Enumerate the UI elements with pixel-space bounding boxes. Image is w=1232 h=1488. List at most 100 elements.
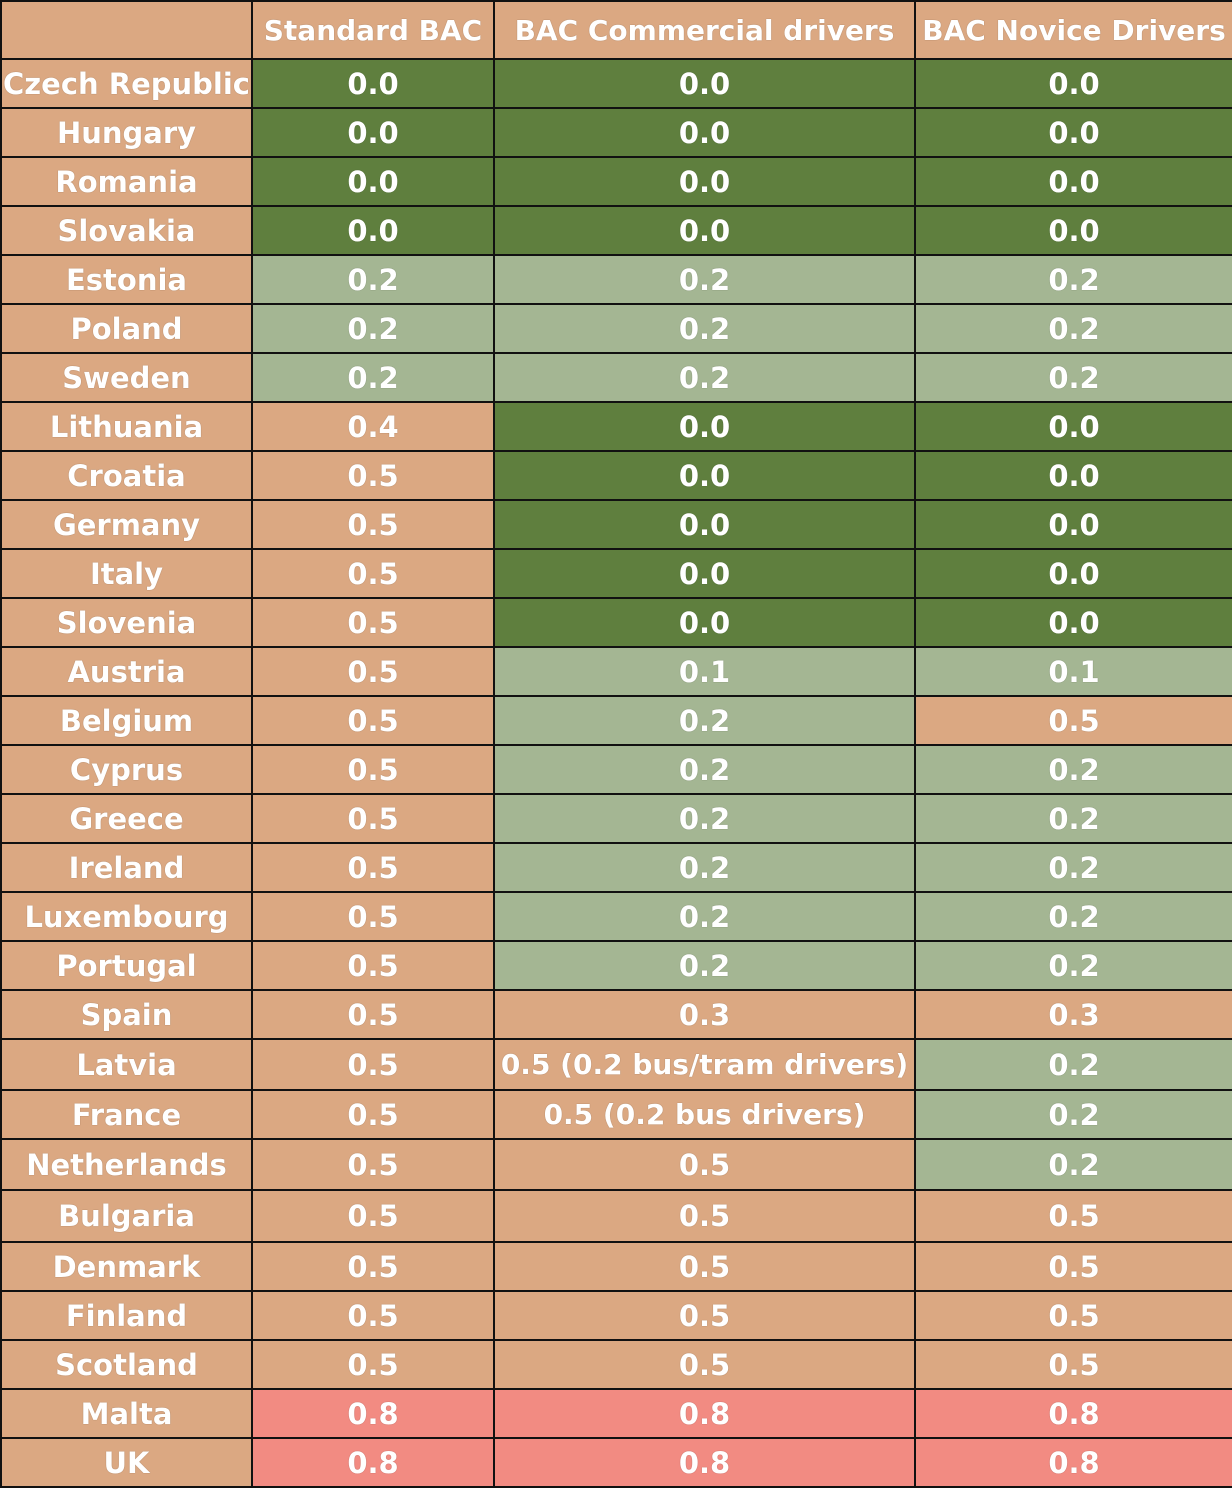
bac-value-cell-novice-drivers: 0.5 bbox=[914, 1189, 1232, 1243]
bac-value-cell-novice-drivers: 0.1 bbox=[914, 646, 1232, 697]
country-label: France bbox=[0, 1089, 253, 1140]
bac-value-cell-commercial-drivers: 0.5 bbox=[493, 1339, 916, 1390]
table-row: Ireland 0.5 0.2 0.2 bbox=[0, 842, 1232, 893]
bac-value-cell-commercial-drivers: 0.5 bbox=[493, 1241, 916, 1292]
table-row: Poland 0.2 0.2 0.2 bbox=[0, 303, 1232, 354]
bac-value-cell-novice-drivers: 0.0 bbox=[914, 548, 1232, 599]
bac-value-cell-novice-drivers: 0.0 bbox=[914, 450, 1232, 501]
bac-value-cell-standard-bac: 0.5 bbox=[251, 744, 495, 795]
bac-value-cell-novice-drivers: 0.2 bbox=[914, 744, 1232, 795]
bac-value-cell-novice-drivers: 0.0 bbox=[914, 156, 1232, 207]
bac-value-cell-commercial-drivers: 0.0 bbox=[493, 499, 916, 550]
country-label: Lithuania bbox=[0, 401, 253, 452]
bac-value-cell-commercial-drivers: 0.2 bbox=[493, 842, 916, 893]
column-header-commercial-drivers: BAC Commercial drivers bbox=[493, 0, 916, 60]
country-label: Slovenia bbox=[0, 597, 253, 648]
bac-value-cell-commercial-drivers: 0.8 bbox=[493, 1437, 916, 1488]
table-row: Netherlands 0.5 0.5 0.2 bbox=[0, 1138, 1232, 1191]
bac-value-cell-standard-bac: 0.5 bbox=[251, 891, 495, 942]
table-row: Slovakia 0.0 0.0 0.0 bbox=[0, 205, 1232, 256]
table-row: Denmark 0.5 0.5 0.5 bbox=[0, 1241, 1232, 1292]
header-corner-cell bbox=[0, 0, 253, 60]
country-label: Croatia bbox=[0, 450, 253, 501]
bac-value-cell-standard-bac: 0.4 bbox=[251, 401, 495, 452]
bac-value-cell-standard-bac: 0.5 bbox=[251, 1189, 495, 1243]
country-label: Belgium bbox=[0, 695, 253, 746]
bac-value-cell-novice-drivers: 0.5 bbox=[914, 1290, 1232, 1341]
country-label: Luxembourg bbox=[0, 891, 253, 942]
bac-value-cell-novice-drivers: 0.2 bbox=[914, 793, 1232, 844]
table-row: Germany 0.5 0.0 0.0 bbox=[0, 499, 1232, 550]
column-header-standard-bac: Standard BAC bbox=[251, 0, 495, 60]
country-label: Poland bbox=[0, 303, 253, 354]
bac-value-cell-novice-drivers: 0.0 bbox=[914, 401, 1232, 452]
table-row: Austria 0.5 0.1 0.1 bbox=[0, 646, 1232, 697]
bac-value-cell-novice-drivers: 0.2 bbox=[914, 1089, 1232, 1140]
bac-value-cell-commercial-drivers: 0.5 bbox=[493, 1138, 916, 1191]
bac-value-cell-standard-bac: 0.5 bbox=[251, 450, 495, 501]
bac-value-cell-commercial-drivers: 0.2 bbox=[493, 891, 916, 942]
table-row: Czech Republic 0.0 0.0 0.0 bbox=[0, 58, 1232, 109]
table-row: Hungary 0.0 0.0 0.0 bbox=[0, 107, 1232, 158]
table-row: Italy 0.5 0.0 0.0 bbox=[0, 548, 1232, 599]
bac-value-cell-novice-drivers: 0.5 bbox=[914, 695, 1232, 746]
country-label: Scotland bbox=[0, 1339, 253, 1390]
bac-value-cell-standard-bac: 0.5 bbox=[251, 499, 495, 550]
bac-value-cell-novice-drivers: 0.8 bbox=[914, 1388, 1232, 1439]
bac-value-cell-standard-bac: 0.5 bbox=[251, 842, 495, 893]
country-label: Malta bbox=[0, 1388, 253, 1439]
bac-value-cell-commercial-drivers: 0.2 bbox=[493, 303, 916, 354]
bac-value-cell-commercial-drivers: 0.5 (0.2 bus drivers) bbox=[493, 1089, 916, 1140]
table-header: Standard BAC BAC Commercial drivers BAC … bbox=[0, 0, 1232, 60]
bac-value-cell-standard-bac: 0.5 bbox=[251, 646, 495, 697]
bac-value-cell-standard-bac: 0.2 bbox=[251, 303, 495, 354]
bac-value-cell-standard-bac: 0.0 bbox=[251, 107, 495, 158]
bac-value-cell-novice-drivers: 0.8 bbox=[914, 1437, 1232, 1488]
country-label: Finland bbox=[0, 1290, 253, 1341]
bac-value-cell-commercial-drivers: 0.1 bbox=[493, 646, 916, 697]
table-row: Greece 0.5 0.2 0.2 bbox=[0, 793, 1232, 844]
country-label: Ireland bbox=[0, 842, 253, 893]
bac-value-cell-standard-bac: 0.5 bbox=[251, 793, 495, 844]
bac-value-cell-standard-bac: 0.5 bbox=[251, 989, 495, 1040]
column-header-novice-drivers: BAC Novice Drivers bbox=[914, 0, 1232, 60]
country-label: Portugal bbox=[0, 940, 253, 991]
bac-value-cell-novice-drivers: 0.0 bbox=[914, 597, 1232, 648]
table-row: Bulgaria 0.5 0.5 0.5 bbox=[0, 1189, 1232, 1243]
bac-value-cell-novice-drivers: 0.5 bbox=[914, 1241, 1232, 1292]
bac-value-cell-novice-drivers: 0.0 bbox=[914, 107, 1232, 158]
bac-value-cell-standard-bac: 0.5 bbox=[251, 1290, 495, 1341]
bac-value-cell-commercial-drivers: 0.5 bbox=[493, 1290, 916, 1341]
country-label: Netherlands bbox=[0, 1138, 253, 1191]
table-row: Romania 0.0 0.0 0.0 bbox=[0, 156, 1232, 207]
bac-value-cell-commercial-drivers: 0.0 bbox=[493, 205, 916, 256]
table-row: UK 0.8 0.8 0.8 bbox=[0, 1437, 1232, 1488]
bac-value-cell-commercial-drivers: 0.0 bbox=[493, 58, 916, 109]
bac-value-cell-commercial-drivers: 0.2 bbox=[493, 744, 916, 795]
bac-value-cell-commercial-drivers: 0.5 (0.2 bus/tram drivers) bbox=[493, 1038, 916, 1091]
bac-value-cell-standard-bac: 0.8 bbox=[251, 1388, 495, 1439]
table-row: Spain 0.5 0.3 0.3 bbox=[0, 989, 1232, 1040]
bac-value-cell-standard-bac: 0.0 bbox=[251, 58, 495, 109]
table-row: Lithuania 0.4 0.0 0.0 bbox=[0, 401, 1232, 452]
country-label: Spain bbox=[0, 989, 253, 1040]
table-row: Cyprus 0.5 0.2 0.2 bbox=[0, 744, 1232, 795]
table-row: Malta 0.8 0.8 0.8 bbox=[0, 1388, 1232, 1439]
country-label: Austria bbox=[0, 646, 253, 697]
bac-value-cell-novice-drivers: 0.2 bbox=[914, 891, 1232, 942]
bac-value-cell-standard-bac: 0.2 bbox=[251, 352, 495, 403]
bac-value-cell-novice-drivers: 0.2 bbox=[914, 1038, 1232, 1091]
bac-value-cell-novice-drivers: 0.2 bbox=[914, 303, 1232, 354]
country-label: UK bbox=[0, 1437, 253, 1488]
bac-value-cell-commercial-drivers: 0.3 bbox=[493, 989, 916, 1040]
table-row: Sweden 0.2 0.2 0.2 bbox=[0, 352, 1232, 403]
bac-value-cell-standard-bac: 0.5 bbox=[251, 1038, 495, 1091]
bac-value-cell-commercial-drivers: 0.2 bbox=[493, 695, 916, 746]
bac-value-cell-commercial-drivers: 0.0 bbox=[493, 450, 916, 501]
bac-value-cell-novice-drivers: 0.2 bbox=[914, 842, 1232, 893]
country-label: Sweden bbox=[0, 352, 253, 403]
bac-value-cell-standard-bac: 0.5 bbox=[251, 1138, 495, 1191]
bac-value-cell-commercial-drivers: 0.0 bbox=[493, 107, 916, 158]
bac-value-cell-standard-bac: 0.5 bbox=[251, 597, 495, 648]
